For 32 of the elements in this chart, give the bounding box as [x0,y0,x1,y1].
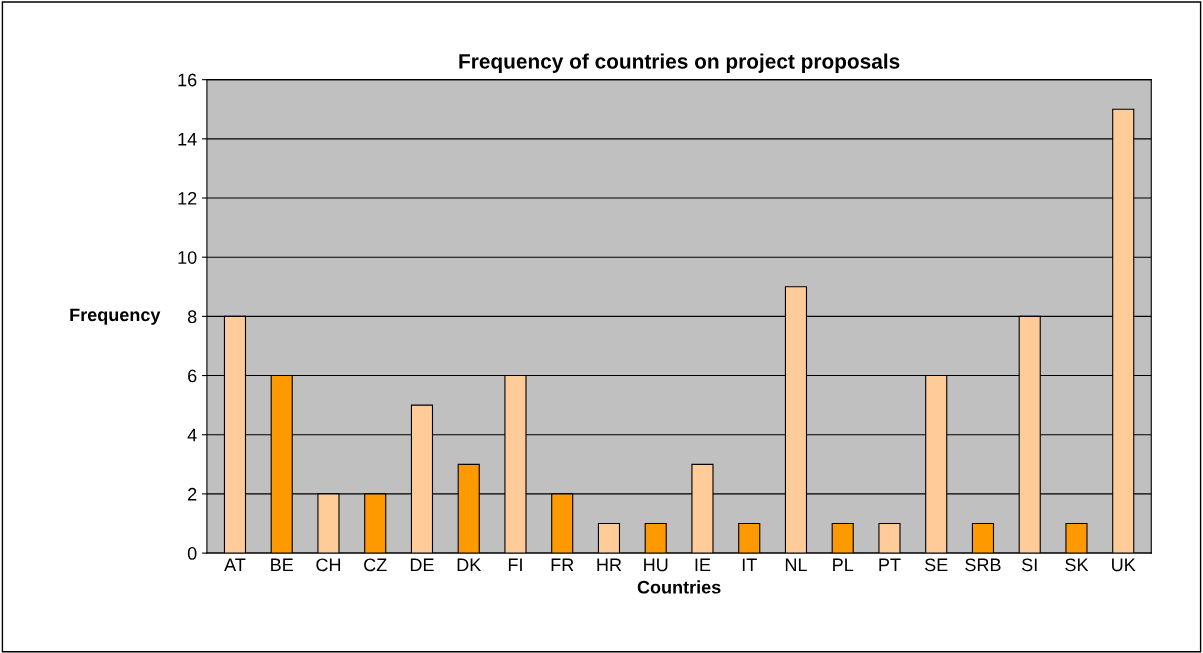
x-tick-label: IE [695,558,711,572]
x-tick-label: PT [879,558,901,572]
y-tick-label: 6 [188,369,197,383]
x-tick-label: PL [833,558,854,572]
x-tick-label: SRB [965,558,1001,572]
y-tick-label: 0 [187,547,197,560]
x-axis-title: Countries [637,580,721,594]
x-tick-label: FR [551,558,574,572]
x-tick-label: HR [597,558,622,572]
y-tick-label: 12 [178,191,197,205]
x-tick-label: DE [410,558,434,572]
y-axis-title: Frequency [70,308,161,325]
x-tick-label: FI [508,558,522,572]
x-tick-label: UK [1112,558,1136,572]
x-tick-label: SI [1022,558,1037,572]
y-tick-label: 2 [188,487,197,501]
x-tick-label: AT [224,558,246,572]
y-tick-label: 10 [178,251,197,264]
x-tick-label: IT [742,558,757,572]
x-tick-label: SK [1065,558,1089,572]
x-tick-label: CZ [364,558,387,572]
chart-title: Frequency of countries on project proposals [459,53,900,73]
y-tick-label: 16 [178,73,197,87]
x-tick-label: SE [925,558,948,572]
y-tick-label: 14 [178,132,197,146]
y-tick-label: 8 [187,310,197,324]
x-tick-label: BE [271,558,293,572]
y-tick-label: 4 [187,428,197,442]
x-tick-label: HU [644,558,668,572]
x-tick-label: NL [785,558,807,572]
x-tick-label: DK [457,558,482,572]
x-tick-label: CH [316,558,341,572]
